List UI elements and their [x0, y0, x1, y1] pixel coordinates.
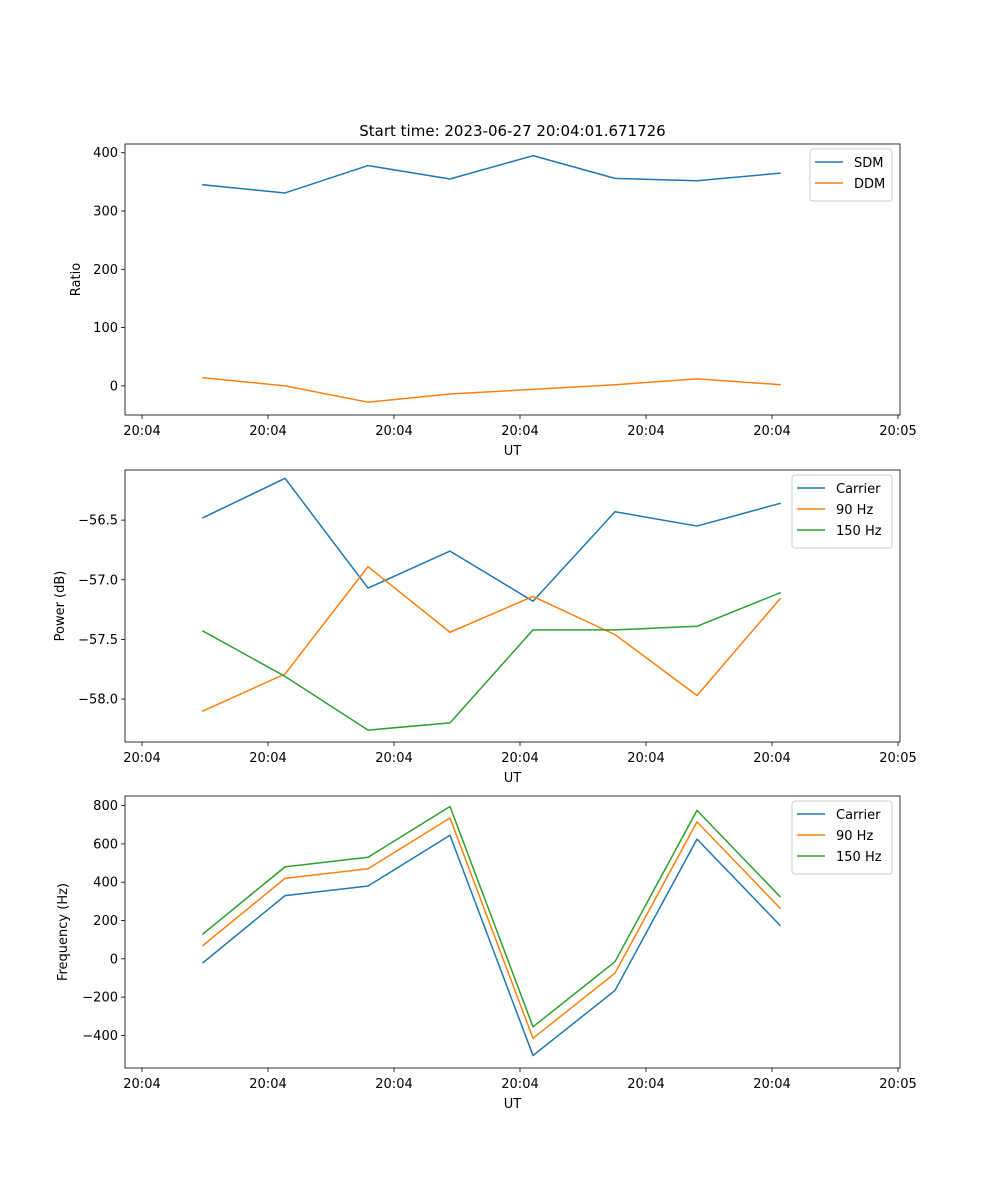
y-tick-label: 200: [93, 914, 118, 929]
legend: Carrier 90 Hz 150 Hz: [791, 474, 893, 549]
x-tick-label: 20:05: [879, 424, 916, 439]
axes-frame: [124, 469, 901, 743]
x-tick-label: 20:04: [753, 1077, 790, 1092]
legend-label: Carrier: [836, 482, 881, 497]
y-tick-label: −58.0: [78, 693, 118, 708]
legend-label: 150 Hz: [836, 524, 882, 539]
figure-title: Start time: 2023-06-27 20:04:01.671726: [359, 122, 665, 140]
y-tick-label: −56.5: [78, 514, 118, 529]
series-line-150-hz: [201, 805, 782, 1028]
x-tick-label: 20:04: [123, 1077, 160, 1092]
x-tick-label: 20:04: [627, 1077, 664, 1092]
y-axis-label: Frequency (Hz): [56, 883, 71, 981]
legend-label: SDM: [854, 156, 883, 171]
subplot-1: 20:04 20:04 20:04 20:04 20:04 20:04 20:05 0 100 2…: [69, 143, 917, 459]
y-tick-label: 600: [93, 837, 118, 852]
x-axis-label: UT: [504, 1097, 522, 1112]
x-tick-label: 20:04: [501, 424, 538, 439]
y-tick-label: −400: [82, 1029, 118, 1044]
x-tick-label: 20:04: [501, 751, 538, 766]
y-tick-label: 100: [93, 321, 118, 336]
legend: Carrier 90 Hz 150 Hz: [791, 800, 893, 875]
series-line-ddm: [202, 376, 781, 403]
legend-label: DDM: [854, 177, 885, 192]
x-axis-label: UT: [504, 444, 522, 459]
x-tick-label: 20:04: [249, 751, 286, 766]
x-tick-label: 20:04: [375, 1077, 412, 1092]
x-axis-label: UT: [504, 771, 522, 786]
axes-frame: [124, 795, 901, 1069]
x-tick-label: 20:05: [879, 751, 916, 766]
subplots: 20:04 20:04 20:04 20:04 20:04 20:04 20:05 0 100 2…: [53, 143, 917, 1112]
x-tick-label: 20:04: [375, 424, 412, 439]
subplot-3: 20:04 20:04 20:04 20:04 20:04 20:04 20:05 −400 −…: [56, 795, 917, 1112]
y-tick-label: −200: [82, 991, 118, 1006]
x-tick-label: 20:04: [753, 424, 790, 439]
y-tick-label: 0: [110, 379, 118, 394]
legend-label: Carrier: [836, 808, 881, 823]
y-tick-label: 200: [93, 263, 118, 278]
subplot-2: 20:04 20:04 20:04 20:04 20:04 20:04 20:05 −58.0…: [53, 469, 917, 786]
series-line-90-hz: [202, 565, 782, 712]
series-line-90-hz: [201, 817, 782, 1040]
y-tick-label: −57.5: [78, 633, 118, 648]
series-line-sdm: [202, 154, 781, 194]
x-tick-label: 20:04: [753, 751, 790, 766]
x-tick-label: 20:04: [123, 751, 160, 766]
legend-label: 90 Hz: [836, 829, 873, 844]
y-tick-label: 800: [93, 799, 118, 814]
y-tick-label: 300: [93, 205, 118, 220]
series-line-150-hz: [201, 591, 781, 731]
x-tick-label: 20:04: [627, 424, 664, 439]
x-tick-label: 20:04: [375, 751, 412, 766]
y-axis-label: Ratio: [69, 263, 84, 296]
y-axis-label: Power (dB): [53, 571, 68, 642]
x-tick-label: 20:04: [123, 424, 160, 439]
axes-frame: [124, 143, 901, 416]
series-line-carrier: [201, 834, 782, 1057]
y-tick-label: 400: [93, 876, 118, 891]
x-tick-label: 20:04: [249, 1077, 286, 1092]
x-tick-label: 20:04: [249, 424, 286, 439]
legend-label: 90 Hz: [836, 503, 873, 518]
legend: SDM DDM: [809, 148, 893, 202]
y-tick-label: 0: [110, 952, 118, 967]
y-tick-label: −57.0: [78, 573, 118, 588]
legend-label: 150 Hz: [836, 850, 882, 865]
x-tick-label: 20:04: [501, 1077, 538, 1092]
x-tick-label: 20:05: [879, 1077, 916, 1092]
x-tick-label: 20:04: [627, 751, 664, 766]
series-line-carrier: [201, 477, 781, 602]
y-tick-label: 400: [93, 146, 118, 161]
